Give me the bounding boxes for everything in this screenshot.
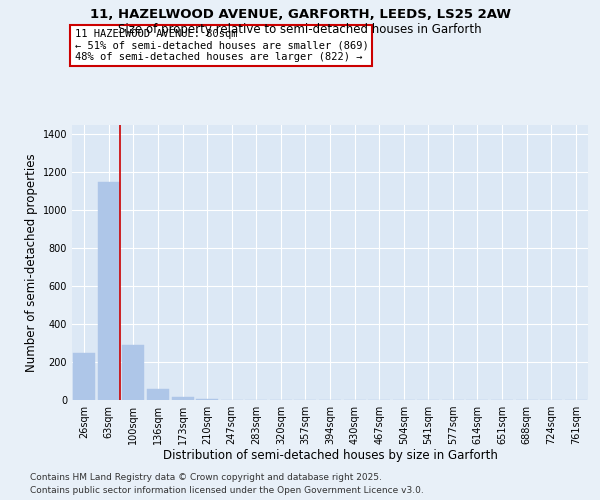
Text: Contains HM Land Registry data © Crown copyright and database right 2025.: Contains HM Land Registry data © Crown c… bbox=[30, 474, 382, 482]
Bar bbox=[73, 352, 95, 400]
Bar bbox=[172, 396, 194, 400]
X-axis label: Distribution of semi-detached houses by size in Garforth: Distribution of semi-detached houses by … bbox=[163, 448, 497, 462]
Text: 11, HAZELWOOD AVENUE, GARFORTH, LEEDS, LS25 2AW: 11, HAZELWOOD AVENUE, GARFORTH, LEEDS, L… bbox=[89, 8, 511, 20]
Text: Size of property relative to semi-detached houses in Garforth: Size of property relative to semi-detach… bbox=[118, 22, 482, 36]
Text: 11 HAZELWOOD AVENUE: 80sqm
← 51% of semi-detached houses are smaller (869)
48% o: 11 HAZELWOOD AVENUE: 80sqm ← 51% of semi… bbox=[74, 28, 368, 62]
Bar bbox=[122, 345, 145, 400]
Bar bbox=[147, 389, 169, 400]
Bar bbox=[196, 398, 218, 400]
Bar bbox=[98, 182, 120, 400]
Y-axis label: Number of semi-detached properties: Number of semi-detached properties bbox=[25, 153, 38, 372]
Text: Contains public sector information licensed under the Open Government Licence v3: Contains public sector information licen… bbox=[30, 486, 424, 495]
